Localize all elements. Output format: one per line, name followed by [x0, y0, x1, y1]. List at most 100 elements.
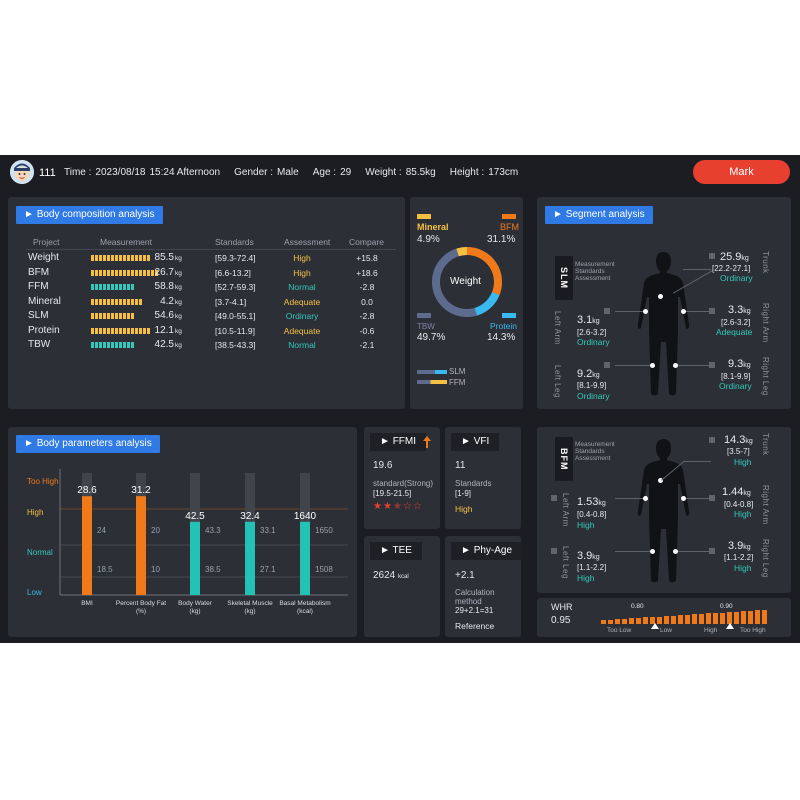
bar-segment: [135, 327, 138, 334]
slm-legend: Measurement Standards Assessment: [575, 261, 615, 282]
bar-segment: [131, 313, 134, 319]
measurement-bar: [91, 313, 134, 319]
bar-segment: [143, 269, 146, 276]
category-unit-label: (kcal): [297, 608, 313, 615]
row-compare: +15.8: [356, 253, 378, 263]
bar-segment: [111, 255, 114, 261]
bar-segment: [135, 298, 138, 305]
star-half-icon: ★: [392, 501, 403, 512]
donut-arc-bfm: [466, 247, 502, 296]
bfm-left-leg-assessment: High: [577, 573, 595, 583]
lower-standard-label: 27.1: [260, 565, 276, 574]
row-standard: [6.6-13.2]: [215, 267, 251, 278]
bfm-left-leg-value: 3.9kg: [577, 551, 600, 563]
bar-segment: [151, 269, 154, 276]
whr-zone-too-low: Too Low: [607, 627, 632, 634]
category-unit-label: (kg): [244, 608, 255, 615]
row-name: Weight: [28, 252, 59, 263]
phy-age-method-label-1: Calculation: [455, 588, 495, 597]
bar-segment: [143, 255, 146, 261]
slm-box: SLM: [555, 256, 573, 300]
slm-trunk-assessment: Ordinary: [720, 273, 753, 283]
bar-segment: [115, 255, 118, 261]
bar-segment: [115, 284, 118, 290]
bar-4: [300, 521, 310, 595]
whr-scale-segment: [706, 613, 711, 624]
row-value: 12.1: [154, 324, 174, 336]
bfm-legend-standards: Standards: [575, 448, 605, 455]
slm-left-leg-dot: [650, 363, 655, 368]
weight-value: 85.5kg: [405, 167, 436, 178]
bar-segment: [147, 327, 150, 334]
slm-left-leg-marker: [604, 362, 610, 368]
slm-left-arm-side-label: Left Arm: [553, 311, 562, 345]
slm-right-leg-range: [8.1-9.9]: [721, 372, 751, 381]
bar-segment: [119, 327, 122, 334]
vfi-assessment: High: [455, 504, 473, 514]
body-composition-panel: ► Body composition analysis Project Meas…: [8, 197, 405, 409]
whr-scale-segment: [657, 616, 662, 624]
bar-segment: [115, 269, 118, 276]
ffmi-title: ► FFMI: [370, 433, 427, 451]
bar-segment: [115, 298, 118, 305]
bfm-right-leg-dot: [673, 549, 678, 554]
avatar[interactable]: [10, 160, 34, 184]
whr-scale: [601, 608, 769, 624]
segment-slm-panel: ► Segment analysis SLM Measurement Stand…: [537, 197, 791, 409]
bar-segment: [91, 269, 94, 276]
row-standard: [10.5-11.9]: [215, 325, 256, 336]
bar-segment: [135, 255, 138, 261]
bar-segment: [131, 255, 134, 261]
bar-segment: [127, 298, 130, 305]
bar-segment: [123, 313, 126, 319]
bfm-right-leg-assessment: High: [734, 563, 752, 573]
measurement-bar: [91, 284, 134, 290]
bfm-legend-assessment: Assessment: [575, 455, 611, 462]
whr-zone-too-high: Too High: [740, 627, 766, 634]
bfm-right-leg-value: 3.9kg: [728, 541, 751, 553]
slm-left-leg-assessment: Ordinary: [577, 391, 610, 401]
bfm-left-arm-marker: [551, 495, 557, 501]
whr-scale-segment: [699, 613, 704, 624]
bfm-left-arm-assessment: High: [577, 520, 595, 530]
whr-scale-segment: [636, 617, 641, 624]
row-assessment: Normal: [288, 282, 316, 292]
bar-value-label: 31.2: [131, 485, 151, 496]
slm-right-arm-assessment: Adequate: [716, 327, 753, 337]
bar-segment: [111, 327, 114, 334]
slm-right-arm-line: [686, 311, 710, 312]
ffmi-panel: ► FFMI 19.6 standard(Strong) [19.5-21.5]…: [364, 427, 440, 529]
row-assessment: Adequate: [283, 325, 321, 336]
vfi-panel: ► VFI 11 Standards [1-9] High: [445, 427, 521, 529]
row-name: TBW: [28, 339, 51, 350]
arrow-up-icon: [423, 436, 431, 448]
bfm-right-arm-value: 1.44kg: [722, 487, 751, 499]
category-label: Percent Body Fat: [116, 600, 166, 607]
whr-scale-segment: [671, 615, 676, 624]
whr-scale-segment: [664, 616, 669, 624]
bfm-left-arm-unit: kg: [598, 500, 606, 507]
slm-trunk-dot: [658, 294, 663, 299]
row-unit: kg: [175, 269, 182, 277]
lower-standard-label: 38.5: [205, 565, 221, 574]
row-value: 54.6: [154, 310, 174, 321]
upper-standard-label: 1650: [315, 526, 333, 535]
bfm-swatch: [502, 214, 516, 219]
whr-scale-segment: [643, 617, 648, 624]
donut-center-label: Weight: [450, 276, 481, 287]
whr-scale-segment: [713, 613, 718, 624]
whr-pointer-right-icon: [726, 623, 734, 629]
bar-segment: [95, 255, 98, 261]
row-standard: [59.3-72.4]: [215, 253, 256, 263]
whr-scale-segment: [650, 616, 655, 624]
tee-value: 2624 kcal: [373, 570, 409, 583]
category-label: Body Water: [178, 600, 213, 607]
slm-left-arm-line: [615, 311, 643, 312]
mark-button[interactable]: Mark: [693, 160, 790, 184]
header-info: Time : 2023/08/18 15:24 Afternoon Gender…: [64, 167, 518, 179]
bar-segment: [111, 342, 114, 348]
app-window: 111 Time : 2023/08/18 15:24 Afternoon Ge…: [0, 155, 800, 643]
slm-right-arm-unit: kg: [743, 308, 751, 315]
row-unit: kg: [175, 313, 182, 320]
slm-left-leg-side-label: Left Leg: [553, 365, 562, 398]
